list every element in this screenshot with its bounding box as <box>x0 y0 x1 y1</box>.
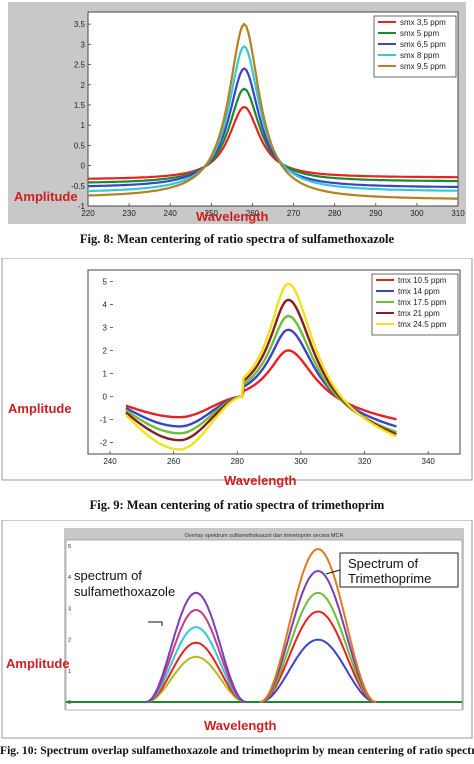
y-tick-label: 1.5 <box>74 101 86 110</box>
figure-9-chart: 240 260 280 300 320 340 -2 -1 0 1 2 3 4 5 tmx 10.5 pp… <box>1 258 473 488</box>
annotation-tmp-arrow <box>325 569 341 575</box>
y-tick-label: 3 <box>103 324 108 333</box>
series-line <box>259 638 377 703</box>
x-tick-label: 240 <box>164 209 178 218</box>
legend-entry: smx 3,5 ppm <box>400 18 446 27</box>
figure-10-caption: Fig. 10: Spectrum overlap sulfamethoxazo… <box>0 744 474 757</box>
y-tick-label: 0.5 <box>74 141 86 150</box>
x-tick-label: 220 <box>81 209 95 218</box>
y-tick-label: 2 <box>81 81 86 90</box>
x-tick-label: 260 <box>167 457 181 466</box>
series-line <box>125 349 397 421</box>
series-line <box>145 641 247 703</box>
y-tick-label: 2.5 <box>74 61 86 70</box>
x-tick-label: 300 <box>410 209 424 218</box>
y-tick-label: 2 <box>103 347 108 356</box>
y-tick-label: 1 <box>81 121 86 130</box>
series-line <box>145 608 247 703</box>
annotation-smx-line2: sulfamethoxazole <box>74 584 175 599</box>
legend-entry: tmx 21 ppm <box>398 309 440 318</box>
x-tick-label: 270 <box>287 209 301 218</box>
series-line <box>145 626 247 703</box>
y-tick-label: 4 <box>68 575 71 581</box>
x-tick-label: 280 <box>328 209 342 218</box>
y-tick-label: 3 <box>81 40 86 49</box>
legend-entry: smx 8 ppm <box>400 51 439 60</box>
figure-10-chart: Overlay spektrum sulfamethoksazol dan tr… <box>1 520 473 739</box>
x-tick-label: 280 <box>231 457 245 466</box>
x-tick-label: 320 <box>358 457 372 466</box>
x-tick-label: 300 <box>294 457 308 466</box>
wavelength-label: Wavelength <box>196 209 269 224</box>
y-tick-label: 2 <box>68 638 71 644</box>
figure-10: Overlay spektrum sulfamethoksazol dan tr… <box>0 520 474 764</box>
y-tick-label: 3.5 <box>74 20 86 29</box>
wavelength-label: Wavelength <box>224 473 297 488</box>
amplitude-label: Amplitude <box>8 401 72 416</box>
series-line <box>259 591 377 703</box>
y-tick-label: 0 <box>81 162 86 171</box>
annotation-tmp-line2: Trimethoprime <box>348 571 431 586</box>
x-tick-label: 290 <box>369 209 383 218</box>
wavelength-label: Wavelength <box>204 718 277 733</box>
annotation-smx-line1: spectrum of <box>74 568 142 583</box>
annotation-tmp-line1: Spectrum of <box>348 556 418 571</box>
series-line <box>259 548 377 703</box>
series-line <box>259 569 377 703</box>
y-tick-label: 1 <box>103 370 108 379</box>
x-tick-label: 230 <box>122 209 136 218</box>
series-line <box>125 282 397 451</box>
amplitude-label: Amplitude <box>6 656 70 671</box>
legend-entry: tmx 24.5 ppm <box>398 320 447 329</box>
legend-entry: smx 6,5 ppm <box>400 40 446 49</box>
annotation-smx-arrow <box>148 621 163 626</box>
y-tick-label: 4 <box>103 301 108 310</box>
x-tick-label: 240 <box>103 457 117 466</box>
legend-entry: smx 9,5 ppm <box>400 62 446 71</box>
y-tick-label: 5 <box>68 544 71 550</box>
series-line <box>259 610 377 703</box>
x-tick-label: 310 <box>451 209 465 218</box>
annotation-tmp-box <box>339 552 459 588</box>
y-tick-label: -1 <box>100 416 108 425</box>
legend-entry: tmx 14 ppm <box>398 287 440 296</box>
y-tick-label: -1 <box>78 202 86 211</box>
y-tick-label: -0.5 <box>71 182 85 191</box>
legend-entry: smx 5 ppm <box>400 29 439 38</box>
amplitude-label: Amplitude <box>14 189 78 204</box>
figure-8: 220 230 240 250 260 270 280 290 300 310 -1 -0.5 0 0.5… <box>0 0 474 252</box>
figure-9: 240 260 280 300 320 340 -2 -1 0 1 2 3 4 5 tmx 10.5 pp… <box>0 258 474 516</box>
figure-9-caption: Fig. 9: Mean centering of ratio spectra … <box>89 498 385 512</box>
series-line <box>88 105 458 180</box>
figure-8-chart: 220 230 240 250 260 270 280 290 300 310 -1 -0.5 0 0.5… <box>8 2 466 224</box>
legend-entry: tmx 17.5 ppm <box>398 298 447 307</box>
x-tick-label: 260 <box>246 209 260 218</box>
series-line <box>145 591 247 703</box>
y-tick-label: -2 <box>100 439 108 448</box>
series-line <box>145 655 247 703</box>
series-line <box>87 22 458 200</box>
y-tick-label: 3 <box>68 606 71 612</box>
plot-title: Overlay spektrum sulfamethoksazol dan tr… <box>185 533 344 539</box>
figure-8-caption: Fig. 8: Mean centering of ratio spectra … <box>79 232 395 246</box>
series-line <box>87 67 458 188</box>
x-tick-label: 250 <box>205 209 219 218</box>
y-tick-label: 0 <box>103 393 108 402</box>
y-tick-label: 5 <box>103 278 108 287</box>
legend-entry: tmx 10.5 ppm <box>398 276 447 285</box>
x-tick-label: 340 <box>422 457 436 466</box>
y-tick-label: 1 <box>68 669 71 675</box>
